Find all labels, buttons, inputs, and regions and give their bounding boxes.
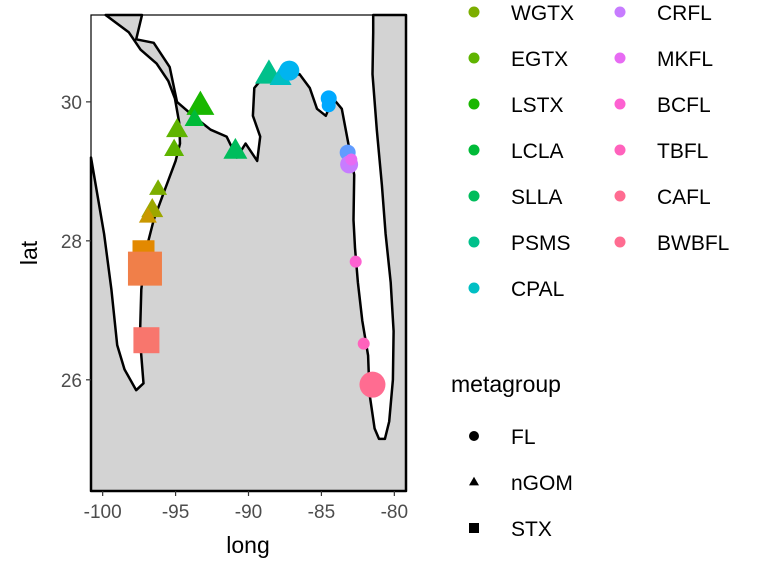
plot-panel — [89, 13, 408, 493]
legend-shape-key — [469, 523, 479, 533]
legend-color-label: LCLA — [511, 140, 564, 163]
data-point — [127, 251, 162, 286]
data-point — [359, 371, 386, 398]
y-tick-label: 28 — [61, 232, 82, 253]
data-point — [164, 138, 185, 156]
data-point — [186, 90, 215, 115]
legend-shape-key — [469, 431, 479, 441]
legend-color-label: PSMS — [511, 232, 571, 255]
legend-shape-label: FL — [511, 426, 536, 449]
x-tick-label: -85 — [308, 502, 335, 523]
y-tick-label: 26 — [61, 371, 82, 392]
legend-color-key — [468, 282, 480, 294]
legend-color-key — [614, 144, 626, 156]
legend-shape-key — [469, 476, 479, 486]
legend-color-key — [468, 236, 480, 248]
legend-color-label: TBFL — [657, 140, 708, 163]
legend-color-label: BWBFL — [657, 232, 729, 255]
legend-color-key — [614, 236, 626, 248]
legend-shape-title: metagroup — [451, 371, 561, 397]
legend-color-key — [468, 98, 480, 110]
x-axis-title: long — [226, 532, 269, 558]
legend-shape-label: STX — [511, 518, 552, 541]
data-point — [149, 179, 168, 195]
x-tick-label: -90 — [235, 502, 262, 523]
data-point — [269, 65, 292, 86]
x-tick-label: -80 — [381, 502, 408, 523]
y-axis-title: lat — [16, 240, 42, 265]
legend-color-key — [614, 6, 626, 18]
legend-color-label: LSTX — [511, 94, 564, 117]
data-point — [138, 207, 157, 223]
data-point — [166, 118, 189, 138]
legend-color-label: CAFL — [657, 186, 711, 209]
legend-color-label: CPAL — [511, 278, 564, 301]
x-tick-label: -100 — [84, 502, 122, 523]
data-point — [279, 60, 300, 81]
data-point — [345, 153, 358, 166]
legend-color-key — [614, 52, 626, 64]
legend-color-label: CRFL — [657, 2, 712, 25]
legend-color-label: BCFL — [657, 94, 711, 117]
legend-color-key — [468, 144, 480, 156]
y-tick-label: 30 — [61, 93, 82, 114]
legend-color-key — [468, 6, 480, 18]
legend-color-label: WGTX — [511, 2, 574, 25]
y-axis: 26 28 30 — [61, 93, 91, 392]
legend-shape-label: nGOM — [511, 472, 573, 495]
data-point — [349, 255, 362, 268]
data-point — [357, 337, 370, 350]
legend-color-key — [614, 190, 626, 202]
data-point — [223, 137, 248, 159]
legend-color-key — [468, 190, 480, 202]
legend-color-label: MKFL — [657, 48, 713, 71]
x-axis: -100 -95 -90 -85 -80 — [84, 491, 408, 523]
legend-color-label: SLLA — [511, 186, 562, 209]
data-point — [133, 327, 160, 354]
data-points — [127, 59, 386, 398]
legend: WGTX EGTX LSTX LCLA SLLA PSMS CPAL CRFL MKFL BCFL… — [451, 2, 729, 541]
legend-color-label: EGTX — [511, 48, 568, 71]
x-tick-label: -95 — [162, 502, 189, 523]
legend-color-key — [614, 98, 626, 110]
legend-color-key — [468, 52, 480, 64]
data-point — [184, 108, 205, 127]
data-point — [321, 98, 336, 113]
